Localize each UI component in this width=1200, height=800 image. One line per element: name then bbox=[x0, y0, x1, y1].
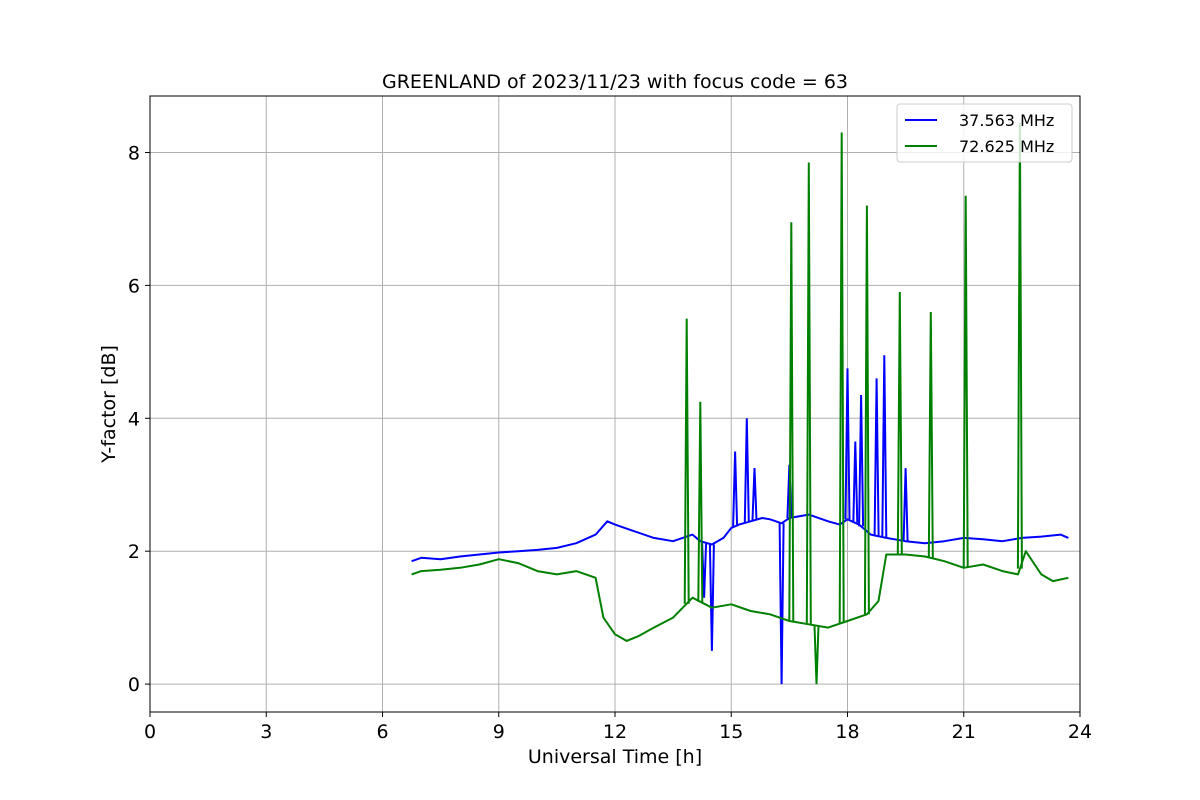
series-group bbox=[411, 122, 1069, 685]
legend-box bbox=[896, 103, 1073, 163]
legend: 37.563 MHz 72.625 MHz bbox=[896, 103, 1073, 163]
series-spike bbox=[852, 441, 859, 523]
y-tick-label: 6 bbox=[128, 275, 140, 297]
x-tick-label: 15 bbox=[719, 721, 743, 743]
series-spike bbox=[813, 625, 820, 685]
x-tick-label: 0 bbox=[144, 721, 156, 743]
series-line-1 bbox=[411, 550, 1069, 642]
series-spike bbox=[962, 195, 969, 568]
x-tick-label: 6 bbox=[376, 721, 388, 743]
series-spike bbox=[751, 468, 758, 521]
series-spike bbox=[805, 162, 812, 625]
series-spike bbox=[844, 368, 851, 520]
chart-title: GREENLAND of 2023/11/23 with focus code … bbox=[382, 71, 848, 93]
legend-label: 37.563 MHz bbox=[959, 111, 1054, 130]
series-spike bbox=[838, 132, 845, 624]
series-spike bbox=[902, 468, 909, 542]
x-tick-label: 3 bbox=[260, 721, 272, 743]
series-spike bbox=[863, 205, 870, 615]
y-tick-label: 8 bbox=[128, 142, 140, 164]
series-spike bbox=[732, 451, 739, 527]
legend-label: 72.625 MHz bbox=[959, 137, 1054, 156]
y-tick-label: 2 bbox=[128, 541, 140, 563]
series-spike bbox=[881, 355, 888, 538]
x-tick-label: 21 bbox=[952, 721, 976, 743]
x-axis-label: Universal Time [h] bbox=[528, 746, 702, 768]
series-spike bbox=[683, 318, 690, 604]
x-tick-label: 9 bbox=[493, 721, 505, 743]
series-spike bbox=[858, 394, 865, 527]
series-spike bbox=[743, 418, 750, 523]
series-spike bbox=[873, 378, 880, 536]
series-spike bbox=[788, 222, 795, 622]
x-tick-label: 18 bbox=[835, 721, 859, 743]
series-spike bbox=[927, 311, 934, 558]
x-tick-label: 12 bbox=[603, 721, 627, 743]
y-tick-label: 0 bbox=[128, 674, 140, 696]
y-axis-label: Y-factor [dB] bbox=[98, 345, 120, 464]
series-spike bbox=[896, 291, 903, 555]
series-line-0 bbox=[411, 513, 1069, 563]
series-spike bbox=[697, 401, 704, 602]
series-spike bbox=[708, 544, 715, 651]
x-tick-label: 24 bbox=[1068, 721, 1092, 743]
series-spike bbox=[778, 523, 785, 685]
y-tick-label: 4 bbox=[128, 408, 140, 430]
